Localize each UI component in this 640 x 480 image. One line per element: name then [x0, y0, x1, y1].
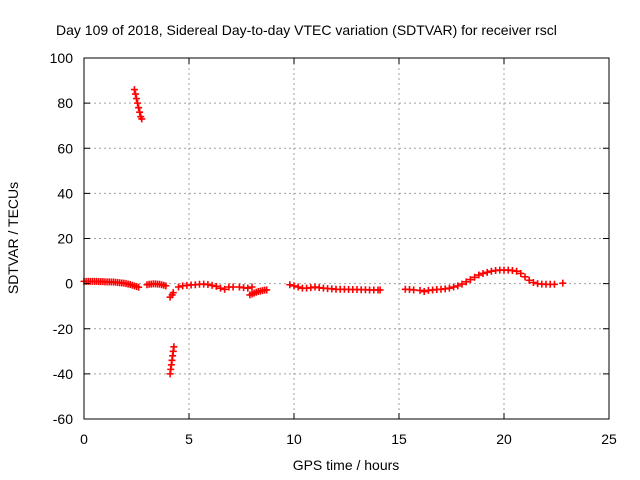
- data-point: [217, 284, 224, 292]
- x-tick-label: 10: [286, 431, 302, 447]
- data-point: [136, 108, 144, 116]
- data-point: [445, 284, 453, 292]
- data-point: [286, 281, 294, 289]
- y-tick-label: -20: [53, 321, 73, 337]
- y-tick-label: 80: [57, 95, 73, 111]
- data-point: [133, 95, 140, 103]
- x-tick-label: 5: [185, 431, 193, 447]
- data-point: [294, 283, 302, 291]
- x-tick-label: 25: [601, 431, 617, 447]
- data-point: [135, 283, 143, 291]
- y-tick-label: -40: [53, 366, 73, 382]
- data-point: [135, 104, 143, 112]
- x-tick-label: 20: [496, 431, 512, 447]
- data-point: [471, 273, 479, 281]
- data-point: [483, 268, 491, 276]
- data-point: [170, 343, 178, 351]
- data-point: [559, 279, 567, 287]
- data-point: [420, 288, 428, 296]
- axis-ticks: 0 5 10 15 20 25 -60 -40 -20 0 20 40 60 80 100: [50, 50, 617, 447]
- y-tick-label: 0: [65, 276, 73, 292]
- data-point: [517, 269, 525, 277]
- data-point: [410, 286, 418, 294]
- y-tick-label: 40: [57, 185, 73, 201]
- data-point: [229, 283, 237, 291]
- data-point: [458, 280, 466, 288]
- data-point: [416, 286, 424, 294]
- data-point: [513, 267, 521, 275]
- data-point: [529, 278, 537, 286]
- data-point: [131, 90, 139, 98]
- x-axis-label: GPS time / hours: [293, 457, 400, 473]
- data-point: [248, 283, 256, 291]
- y-tick-label: -60: [53, 411, 73, 427]
- y-tick-label: 100: [50, 50, 74, 66]
- data-point: [162, 282, 170, 290]
- y-tick-label: 20: [57, 231, 73, 247]
- data-point: [376, 286, 384, 294]
- y-axis-label: SDTVAR / TECUs: [5, 182, 21, 294]
- grid-lines: [84, 58, 609, 419]
- data-point: [175, 283, 182, 291]
- data-point: [466, 276, 474, 284]
- data-point: [475, 271, 483, 279]
- y-tick-label: 60: [57, 140, 73, 156]
- data-point: [208, 281, 216, 289]
- data-point: [169, 289, 177, 297]
- data-point: [525, 276, 533, 284]
- data-point: [462, 278, 470, 286]
- data-point: [212, 282, 220, 290]
- data-point: [134, 99, 142, 107]
- x-tick-label: 15: [391, 431, 407, 447]
- chart-title: Day 109 of 2018, Sidereal Day-to-day VTE…: [56, 22, 557, 38]
- data-point: [454, 282, 462, 290]
- data-point: [138, 115, 146, 123]
- data-point: [221, 285, 229, 293]
- data-point: [521, 273, 529, 281]
- data-point: [204, 281, 212, 289]
- data-point: [479, 269, 487, 277]
- data-point: [550, 280, 558, 288]
- data-point: [130, 86, 138, 94]
- data-point: [450, 283, 458, 291]
- data-point: [263, 286, 271, 294]
- x-tick-label: 0: [80, 431, 88, 447]
- data-point: [290, 282, 298, 290]
- data-point: [244, 284, 252, 292]
- data-points: [80, 86, 567, 378]
